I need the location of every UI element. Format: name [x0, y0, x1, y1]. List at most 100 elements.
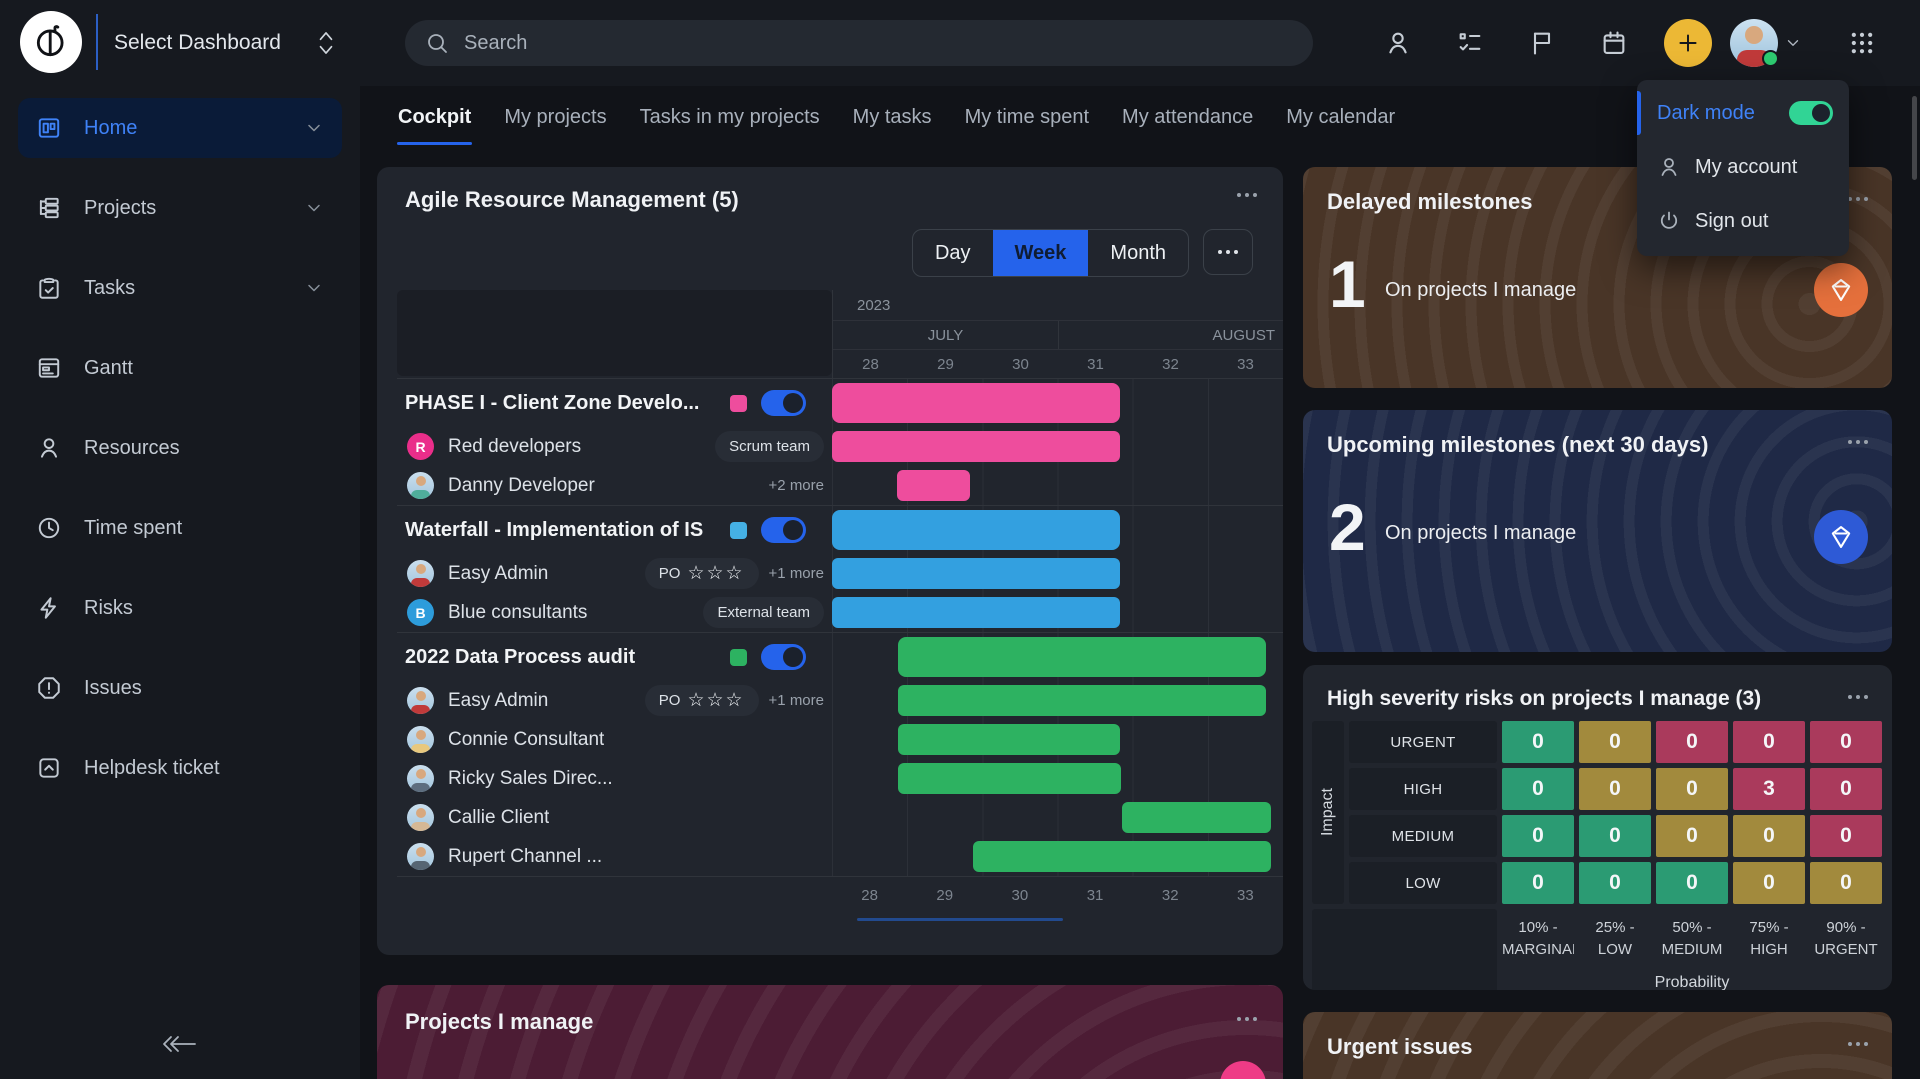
group-color-chip	[730, 521, 747, 539]
risk-matrix-cell[interactable]: 3	[1733, 768, 1805, 810]
tab-cockpit[interactable]: Cockpit	[397, 96, 473, 145]
group-toggle[interactable]	[761, 390, 806, 416]
easy-project-logo[interactable]	[20, 11, 82, 73]
timeline-scroll-indicator[interactable]	[857, 918, 1063, 921]
sign-out-label: Sign out	[1695, 209, 1769, 232]
user-avatar-button[interactable]	[1730, 19, 1779, 67]
view-more-button[interactable]	[1203, 229, 1253, 275]
risk-matrix-cell[interactable]: 0	[1579, 768, 1651, 810]
checklist-icon-button[interactable]	[1434, 0, 1506, 86]
sidebar-item-home[interactable]: Home	[18, 98, 342, 158]
tab-my-calendar[interactable]: My calendar	[1286, 106, 1396, 128]
sidebar-item-risks[interactable]: Risks	[18, 578, 342, 638]
projects-panel-menu-button[interactable]	[1237, 1017, 1257, 1021]
my-account-menu-item[interactable]: My account	[1637, 140, 1849, 194]
probability-axis-label: Probability	[1654, 974, 1730, 990]
risk-matrix-cell[interactable]: 0	[1656, 768, 1728, 810]
impact-row-label: HIGH	[1349, 768, 1497, 810]
apps-grid-icon-button[interactable]	[1826, 0, 1898, 86]
tab-my-projects[interactable]: My projects	[504, 106, 607, 128]
chevron-down-icon	[304, 278, 324, 298]
gantt-bar[interactable]	[832, 383, 1120, 423]
risk-matrix-cell[interactable]: 0	[1502, 768, 1574, 810]
urgent-card-menu-button[interactable]	[1848, 1042, 1868, 1046]
gantt-bar[interactable]	[898, 763, 1121, 794]
dark-mode-menu-item[interactable]: Dark mode	[1637, 86, 1849, 140]
gantt-bar[interactable]	[832, 431, 1120, 462]
risk-matrix-cell[interactable]: 0	[1502, 721, 1574, 763]
view-option-day[interactable]: Day	[934, 241, 971, 264]
gantt-bar[interactable]	[898, 685, 1266, 716]
search-input[interactable]	[462, 30, 1166, 56]
gantt-member-row: Connie Consultant	[397, 720, 1283, 759]
gantt-bar[interactable]	[832, 510, 1120, 550]
risk-matrix-cell[interactable]: 0	[1656, 862, 1728, 904]
avatar-chevron-down-icon[interactable]	[1784, 34, 1802, 52]
gantt-track	[832, 379, 1283, 427]
gantt-bar[interactable]	[832, 558, 1120, 589]
flag-icon-button[interactable]	[1506, 0, 1578, 86]
risk-matrix-cell[interactable]: 0	[1502, 815, 1574, 857]
gantt-member-row: Danny Developer +2 more	[397, 466, 1283, 505]
sidebar-item-time-spent[interactable]: Time spent	[18, 498, 342, 558]
sidebar-item-resources[interactable]: Resources	[18, 418, 342, 478]
more-assignees-label: +1 more	[768, 565, 824, 582]
search-bar[interactable]	[405, 20, 1313, 66]
dark-mode-toggle[interactable]	[1789, 101, 1833, 125]
dashboard-tabs: Cockpit My projects Tasks in my projects My…	[360, 86, 1920, 145]
user-icon-button[interactable]	[1362, 0, 1434, 86]
milestone-diamond-icon[interactable]	[1814, 510, 1868, 564]
chevron-down-icon	[304, 118, 324, 138]
risk-matrix-cell[interactable]: 0	[1733, 815, 1805, 857]
gantt-bar[interactable]	[897, 470, 970, 501]
group-toggle[interactable]	[761, 517, 806, 543]
sidebar-item-tasks[interactable]: Tasks	[18, 258, 342, 318]
gantt-bar[interactable]	[898, 724, 1120, 755]
risk-matrix-cell[interactable]: 0	[1579, 815, 1651, 857]
risk-matrix-cell[interactable]: 0	[1579, 862, 1651, 904]
view-switch-bar: Day Week Month	[911, 229, 1253, 277]
view-option-week[interactable]: Week	[992, 230, 1089, 276]
group-toggle[interactable]	[761, 644, 806, 670]
gantt-track	[832, 466, 1283, 505]
gantt-bar[interactable]	[973, 841, 1271, 872]
risks-card-menu-button[interactable]	[1848, 695, 1868, 699]
timeline-header: 2023 JULY AUGUST 28 29 30 31 32 33	[832, 290, 1283, 378]
risk-matrix-cell[interactable]: 0	[1733, 862, 1805, 904]
gantt-bar[interactable]	[1122, 802, 1271, 833]
sidebar-item-helpdesk-ticket[interactable]: Helpdesk ticket	[18, 738, 342, 798]
risk-matrix-cell[interactable]: 0	[1579, 721, 1651, 763]
tab-tasks-in-my-projects[interactable]: Tasks in my projects	[639, 106, 820, 128]
risk-matrix-cell[interactable]: 0	[1810, 768, 1882, 810]
sign-out-menu-item[interactable]: Sign out	[1637, 194, 1849, 248]
impact-axis-label: Impact	[1312, 721, 1344, 904]
risk-matrix-cell[interactable]: 0	[1733, 721, 1805, 763]
risk-matrix-cell[interactable]: 0	[1502, 862, 1574, 904]
delayed-card-menu-button[interactable]	[1848, 197, 1868, 201]
page-scrollbar-thumb[interactable]	[1912, 96, 1917, 180]
calendar-icon-button[interactable]	[1578, 0, 1650, 86]
risk-matrix-cell[interactable]: 0	[1656, 815, 1728, 857]
risk-matrix-cell[interactable]: 0	[1810, 721, 1882, 763]
sidebar-item-issues[interactable]: Issues	[18, 658, 342, 718]
tab-my-time-spent[interactable]: My time spent	[964, 106, 1090, 128]
risk-matrix-cell[interactable]: 0	[1656, 721, 1728, 763]
gantt-bar[interactable]	[832, 597, 1120, 628]
tab-my-attendance[interactable]: My attendance	[1122, 106, 1254, 128]
sidebar-collapse-button[interactable]	[162, 1031, 198, 1057]
create-new-button[interactable]	[1664, 19, 1712, 67]
gantt-bar[interactable]	[898, 637, 1266, 677]
sidebar-item-projects[interactable]: Projects	[18, 178, 342, 238]
view-option-month[interactable]: Month	[1110, 241, 1166, 264]
upcoming-card-menu-button[interactable]	[1848, 440, 1868, 444]
risk-matrix-cell[interactable]: 0	[1810, 862, 1882, 904]
timeline-week-label: 32	[1161, 886, 1179, 904]
gantt-track	[832, 681, 1283, 720]
sidebar-item-gantt[interactable]: Gantt	[18, 338, 342, 398]
dashboard-selector[interactable]: Select Dashboard	[114, 0, 337, 86]
agile-panel-menu-button[interactable]	[1237, 193, 1257, 197]
risk-matrix-cell[interactable]: 0	[1810, 815, 1882, 857]
milestone-diamond-icon[interactable]	[1814, 263, 1868, 317]
probability-col-label: 75% - HIGH	[1749, 919, 1789, 958]
tab-my-tasks[interactable]: My tasks	[852, 106, 932, 128]
